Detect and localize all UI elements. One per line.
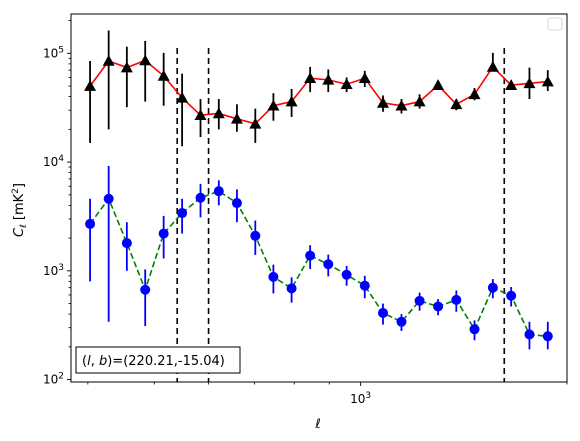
data-point	[486, 60, 499, 72]
data-point	[268, 271, 279, 282]
annotation-box	[75, 346, 241, 374]
annotation-value: (220.21,-15.04)	[123, 354, 225, 369]
data-point	[358, 72, 371, 84]
data-point	[250, 230, 261, 241]
data-point	[195, 192, 206, 203]
data-point	[340, 78, 353, 90]
data-point	[542, 331, 553, 342]
y-tick-label: 105	[43, 45, 64, 60]
data-point	[376, 96, 389, 108]
data-point	[103, 193, 114, 204]
data-point	[523, 77, 536, 89]
legend-box	[547, 17, 563, 31]
data-point	[506, 290, 517, 301]
plot-frame	[70, 13, 568, 383]
plot-background	[71, 14, 567, 382]
data-point	[158, 228, 169, 239]
data-point	[468, 88, 481, 100]
data-point	[249, 117, 262, 129]
y-axis: 102 103 104 105	[43, 20, 71, 387]
data-point	[213, 186, 224, 197]
data-point	[414, 295, 425, 306]
data-point	[451, 294, 462, 305]
data-point	[304, 72, 317, 84]
data-point	[176, 91, 189, 103]
data-point	[267, 99, 280, 111]
data-point	[433, 301, 444, 312]
data-point	[230, 112, 243, 124]
annotation-text: (l, b)=(220.21,-15.04)	[82, 354, 225, 369]
data-point	[450, 98, 463, 110]
x-axis-label: ℓ	[314, 417, 320, 432]
data-point	[102, 55, 115, 66]
series-1	[84, 30, 554, 147]
data-point	[341, 269, 352, 280]
data-point	[413, 95, 426, 107]
x-axis: 103	[87, 382, 568, 406]
data-point	[157, 69, 170, 81]
data-point	[432, 79, 445, 90]
data-point	[84, 80, 97, 91]
data-point	[505, 79, 518, 90]
data-point	[323, 259, 334, 270]
series-layer	[84, 30, 554, 350]
x-tick-label: 103	[350, 391, 371, 406]
data-point	[139, 54, 152, 66]
data-point	[231, 198, 242, 209]
data-point	[285, 95, 298, 107]
data-point	[120, 61, 133, 73]
data-point	[524, 329, 535, 340]
data-point	[286, 283, 297, 294]
data-point	[359, 280, 370, 291]
data-point	[194, 109, 207, 120]
data-point	[85, 218, 96, 229]
annotation-prefix: (l, b)=	[82, 354, 123, 369]
data-point	[305, 250, 316, 261]
data-point	[541, 75, 554, 87]
y-tick-label: 104	[43, 154, 64, 169]
vertical-lines	[176, 48, 506, 382]
data-point	[140, 284, 151, 295]
y-tick-label: 102	[43, 372, 64, 387]
y-axis-label: Cℓ [mK2]	[11, 183, 29, 237]
data-point	[396, 316, 407, 327]
data-point	[121, 238, 132, 249]
data-point	[487, 282, 498, 293]
data-point	[322, 73, 335, 85]
data-point	[377, 307, 388, 318]
data-point	[177, 208, 188, 219]
data-point	[469, 324, 480, 335]
series-2	[85, 166, 553, 350]
y-tick-label: 103	[43, 263, 64, 278]
coordinate-annotation: (l, b)=(220.21,-15.04)	[75, 346, 241, 374]
data-point	[212, 107, 225, 119]
data-point	[395, 99, 408, 111]
